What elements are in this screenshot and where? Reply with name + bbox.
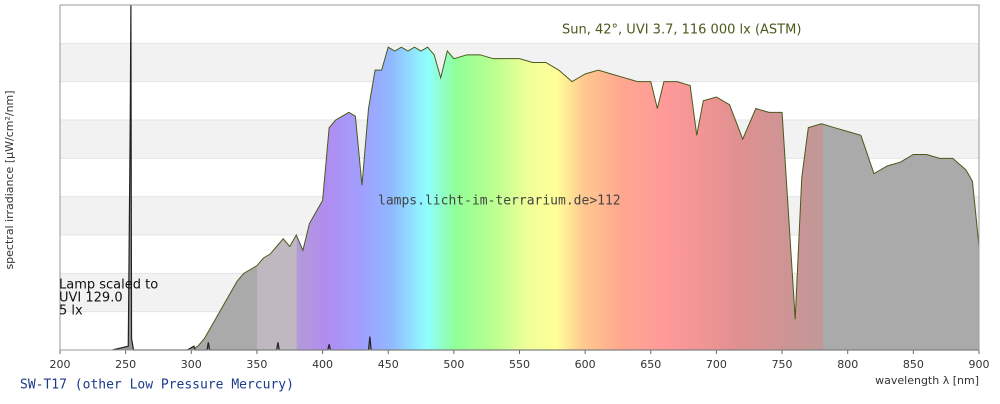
x-tick-label: 650	[640, 358, 661, 371]
x-tick-label: 300	[181, 358, 202, 371]
x-tick-label: 550	[509, 358, 530, 371]
x-tick-label: 750	[772, 358, 793, 371]
sun-label: Sun, 42°, UVI 3.7, 116 000 lx (ASTM)	[562, 23, 801, 38]
x-tick-label: 600	[575, 358, 596, 371]
x-tick-label: 800	[837, 358, 858, 371]
x-tick-label: 400	[312, 358, 333, 371]
x-axis-label: wavelength λ [nm]	[875, 374, 979, 387]
plot-frame	[59, 4, 980, 351]
x-tick-label: 250	[115, 358, 136, 371]
x-tick-label: 850	[903, 358, 924, 371]
x-tick-label: 200	[50, 358, 71, 371]
lamp-label: SW-T17 (other Low Pressure Mercury)	[20, 378, 294, 393]
lamp-note: Lamp scaled to	[59, 278, 158, 293]
x-tick-label: 350	[246, 358, 267, 371]
x-tick-label: 900	[969, 358, 990, 371]
y-axis-label: spectral irradiance [µW/cm²/nm]	[3, 90, 16, 269]
lamp-note: 5 lx	[59, 304, 83, 319]
sun-line	[191, 46, 980, 351]
lamp-note: UVI 129.0	[59, 291, 123, 306]
x-tick-label: 500	[443, 358, 464, 371]
x-tick-label: 450	[378, 358, 399, 371]
watermark: lamps.licht-im-terrarium.de>112	[378, 194, 621, 209]
x-tick-label: 700	[706, 358, 727, 371]
